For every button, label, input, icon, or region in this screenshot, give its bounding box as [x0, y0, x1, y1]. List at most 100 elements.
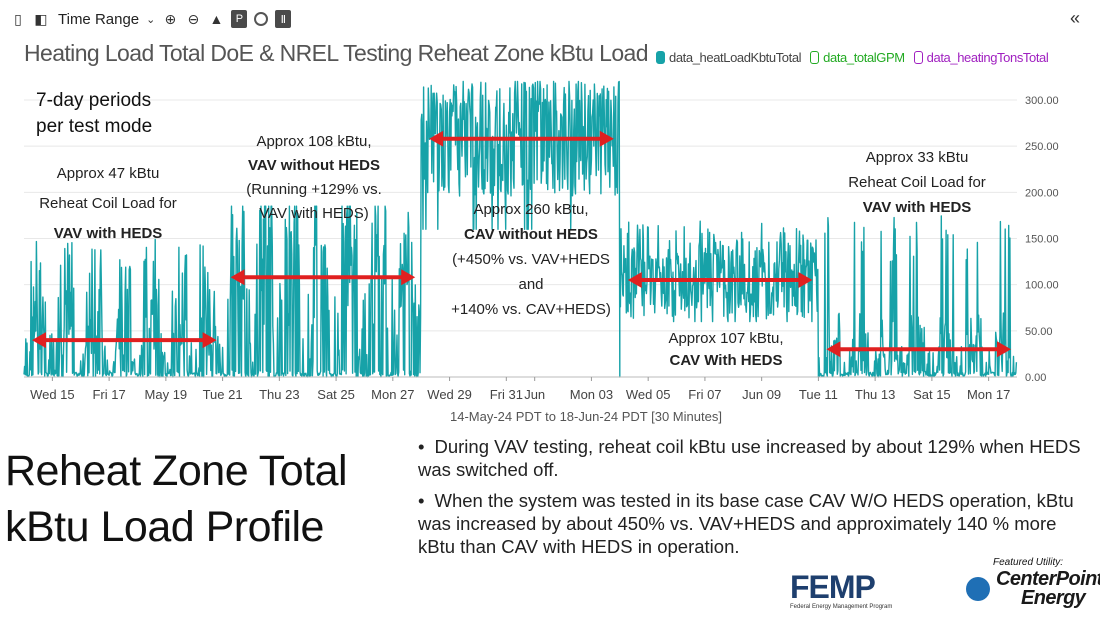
annotation-line: and: [518, 276, 544, 293]
centerpoint-logo-icon: [966, 577, 990, 601]
bullet-item: • During VAV testing, reheat coil kBtu us…: [418, 436, 1098, 482]
x-tick-label: Tue 11: [799, 387, 838, 402]
period-arrow-head: [997, 341, 1011, 358]
centerpoint-line: CenterPoint.: [996, 568, 1100, 590]
period-arrow-head: [627, 272, 642, 289]
x-tick-label: Thu 23: [259, 387, 299, 402]
slide-title-line: kBtu Load Profile: [5, 502, 324, 551]
page-icon[interactable]: ◧: [34, 10, 48, 27]
x-tick-label: Wed 05: [626, 387, 671, 402]
period-arrow-head: [401, 269, 416, 286]
annotation-line: Approx 47 kBtu: [56, 165, 160, 182]
y-tick-label: 50.00: [1025, 326, 1053, 338]
x-tick-label: Tue 21: [203, 387, 243, 402]
period-arrow-head: [599, 130, 614, 147]
femp-logo-text: FEMP: [790, 569, 876, 605]
x-tick-label: Wed 15: [30, 387, 75, 402]
x-tick-label: Fri 31: [490, 387, 523, 402]
chart-toolbar: ▯ ◧ Time Range ⌄ ⊕ ⊖ ▲ P Ⅱ: [10, 6, 292, 32]
annotation-line: Approx 107 kBtu,: [668, 330, 784, 347]
slide-title: Reheat Zone Total kBtu Load Profile: [5, 444, 348, 556]
date-range-text: 14-May-24 PDT to 18-Jun-24 PDT: [450, 409, 648, 424]
date-range-label: 14-May-24 PDT to 18-Jun-24 PDT [30 Minut…: [450, 409, 722, 424]
y-tick-label: 250.00: [1025, 141, 1059, 153]
legend-swatch: [810, 51, 820, 64]
centerpoint-line: Energy: [1021, 587, 1086, 609]
period-arrow-head: [826, 341, 841, 358]
y-tick-label: 200.00: [1025, 187, 1059, 199]
annotation-line: VAV with HEDS): [259, 205, 369, 222]
pause-icon[interactable]: Ⅱ: [275, 10, 292, 28]
annotation-line: +140% vs. CAV+HEDS): [451, 301, 611, 318]
legend-swatch: [656, 51, 665, 64]
bullet-text: When the system was tested in its base c…: [418, 489, 1074, 557]
x-tick-label: Fri 07: [688, 387, 721, 402]
period-arrow-head: [202, 332, 217, 349]
bullet-item: • When the system was tested in its base …: [418, 490, 1098, 559]
legend-item-total-gpm[interactable]: data_totalGPM: [810, 50, 905, 65]
axes: 0.00 50.00 100.00 150.00 200.00 250.00 300.00 W…: [24, 95, 1059, 402]
bullet-list: • During VAV testing, reheat coil kBtu us…: [418, 436, 1098, 567]
y-tick-label: 100.00: [1025, 280, 1059, 292]
target-icon[interactable]: [254, 12, 269, 26]
line-chart: 0.00 50.00 100.00 150.00 200.00 250.00 300.00 W…: [23, 80, 1059, 402]
annotation-line: CAV With HEDS: [669, 352, 783, 369]
periods-note: 7-day periods per test mode: [36, 88, 152, 139]
chevron-down-icon[interactable]: ⌄: [146, 13, 156, 26]
x-tick-label: Mon 27: [371, 387, 414, 402]
annotation-line: (Running +129% vs.: [246, 181, 382, 198]
interval-text: [30 Minutes]: [651, 409, 722, 424]
chart-legend: data_heatLoadKbtuTotal data_totalGPM dat…: [656, 50, 1049, 65]
annotation-line: Reheat Coil Load for: [39, 195, 177, 212]
legend-item-heat-load[interactable]: data_heatLoadKbtuTotal: [656, 50, 802, 65]
bullet-text: During VAV testing, reheat coil kBtu use…: [418, 436, 1081, 480]
legend-label: data_totalGPM: [823, 50, 905, 65]
chart-title: Heating Load Total DoE & NREL Testing Re…: [24, 40, 649, 66]
period-arrow-head: [429, 130, 444, 147]
annotation-line: Approx 108 kBtu,: [256, 133, 372, 150]
annotation-line: Reheat Coil Load for: [848, 174, 986, 191]
bullet-icon: •: [418, 436, 425, 457]
x-tick-label: May 19: [145, 387, 188, 402]
annotation-line: VAV with HEDS: [53, 225, 163, 242]
legend-swatch: [913, 51, 923, 64]
x-tick-label: Jun: [524, 387, 545, 402]
featured-utility-label: Featured Utility:: [993, 557, 1064, 568]
legend-label: data_heatingTonsTotal: [926, 50, 1049, 65]
annotation-line: VAV with HEDS: [862, 199, 972, 216]
x-tick-label: Mon 03: [570, 387, 613, 402]
time-range-select[interactable]: Time Range: [58, 10, 140, 28]
annotation-line: VAV without HEDS: [248, 157, 380, 174]
legend-item-heating-tons[interactable]: data_heatingTonsTotal: [913, 50, 1049, 65]
annotation-line: (+450% vs. VAV+HEDS: [452, 251, 610, 268]
x-tick-label: Wed 29: [427, 387, 472, 402]
series-layer: [23, 80, 1018, 378]
slide-title-line: Reheat Zone Total: [5, 447, 348, 495]
periods-note-line: per test mode: [36, 115, 153, 137]
y-tick-label: 300.00: [1025, 95, 1059, 107]
x-tick-label: Thu 13: [855, 387, 895, 402]
y-tick-label: 0.00: [1025, 372, 1046, 384]
centerpoint-logo-text: CenterPoint. Energy: [996, 568, 1100, 609]
period-arrow-head: [32, 332, 46, 349]
period-markers: [32, 130, 1011, 358]
pin-icon[interactable]: P: [231, 10, 248, 28]
x-tick-label: Sat 25: [317, 387, 355, 402]
zoom-out-icon[interactable]: ⊖: [187, 10, 200, 27]
annotation-line: Approx 260 kBtu,: [473, 201, 589, 218]
period-arrow-head: [230, 269, 245, 286]
annotation-line: Approx 33 kBtu: [865, 149, 969, 166]
annotation-line: CAV without HEDS: [464, 226, 598, 243]
triangle-icon[interactable]: ▲: [209, 11, 224, 27]
document-icon[interactable]: ▯: [14, 10, 22, 27]
x-tick-label: Fri 17: [92, 387, 125, 402]
y-tick-label: 150.00: [1025, 234, 1059, 246]
period-arrow-head: [798, 272, 813, 289]
x-tick-label: Sat 15: [913, 387, 951, 402]
legend-label: data_heatLoadKbtuTotal: [669, 50, 802, 65]
bullet-icon: •: [418, 489, 425, 511]
collapse-icon[interactable]: «: [1069, 8, 1080, 28]
femp-logo-subtitle: Federal Energy Management Program: [790, 604, 893, 610]
series-line: [23, 80, 1018, 378]
zoom-in-icon[interactable]: ⊕: [164, 10, 177, 27]
